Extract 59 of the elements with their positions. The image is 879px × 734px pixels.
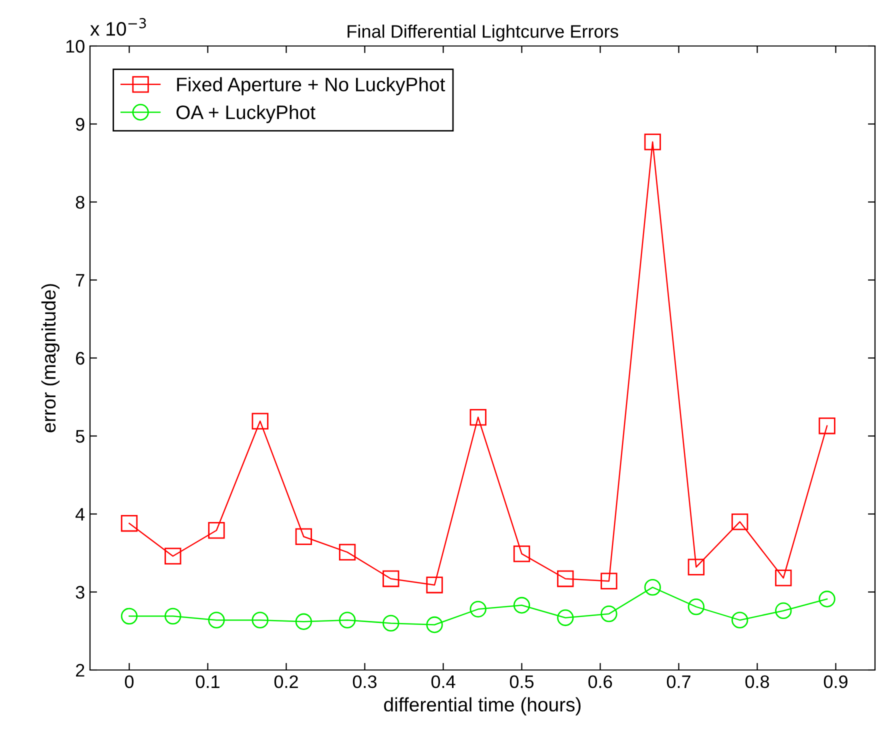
x-tick-label: 0.1 — [196, 675, 220, 688]
x-tick-label: 0.6 — [588, 675, 612, 688]
point — [818, 590, 836, 608]
point — [600, 606, 618, 622]
legend-label: OA + LuckyPhot — [176, 104, 316, 124]
y-tick-label: 7 — [76, 274, 84, 287]
point — [557, 570, 574, 588]
point — [775, 570, 792, 586]
point — [382, 570, 400, 588]
y-axis-title: error (magnitude) — [41, 284, 60, 432]
legend-label: Fixed Aperture + No LuckyPhot — [177, 77, 446, 96]
point — [513, 596, 530, 614]
point — [208, 612, 225, 628]
point — [600, 572, 618, 590]
point — [338, 544, 356, 561]
point — [252, 612, 268, 628]
y-tick-label: 9 — [76, 118, 84, 131]
y-tick-label: 4 — [76, 508, 85, 521]
point — [426, 576, 443, 594]
x-tick-label: 0.9 — [824, 675, 848, 688]
point — [818, 418, 836, 434]
point — [382, 614, 400, 632]
point — [644, 134, 661, 150]
point — [470, 600, 486, 618]
point — [688, 558, 705, 576]
point — [688, 598, 705, 616]
y-tick-label: 5 — [76, 430, 84, 443]
point — [731, 612, 748, 628]
x-tick-label: 0.5 — [510, 675, 534, 688]
point — [731, 513, 748, 530]
text: x 10$^{−3}$ — [90, 18, 146, 36]
point — [470, 408, 486, 426]
x-tick-label: 0.3 — [352, 675, 377, 688]
point — [120, 515, 138, 532]
x-axis-title: differential time (hours) — [384, 697, 581, 716]
y-tick-label: 3 — [76, 586, 84, 599]
point — [295, 528, 312, 545]
point — [208, 522, 225, 539]
point — [644, 578, 661, 596]
x-tick-label: 0.2 — [274, 675, 298, 688]
point — [557, 609, 574, 626]
point — [164, 608, 182, 625]
y-tick-label: 2 — [76, 664, 84, 677]
x-tick-label: 0.4 — [431, 675, 456, 688]
point — [252, 412, 268, 430]
point — [295, 613, 312, 630]
point — [120, 608, 138, 625]
point — [513, 545, 530, 562]
point — [338, 612, 356, 628]
x-tick-label: 0.8 — [745, 675, 770, 688]
x-tick-label: 0 — [124, 675, 134, 688]
chart-title: Final Differential Lightcurve Errors — [348, 24, 618, 42]
point — [164, 548, 182, 564]
point — [775, 602, 792, 620]
y-tick-label: 6 — [76, 352, 84, 365]
y-tick-label: 10 — [66, 40, 84, 53]
y-tick-label: 8 — [76, 196, 84, 209]
point — [426, 616, 443, 634]
x-tick-label: 0.7 — [666, 675, 690, 688]
